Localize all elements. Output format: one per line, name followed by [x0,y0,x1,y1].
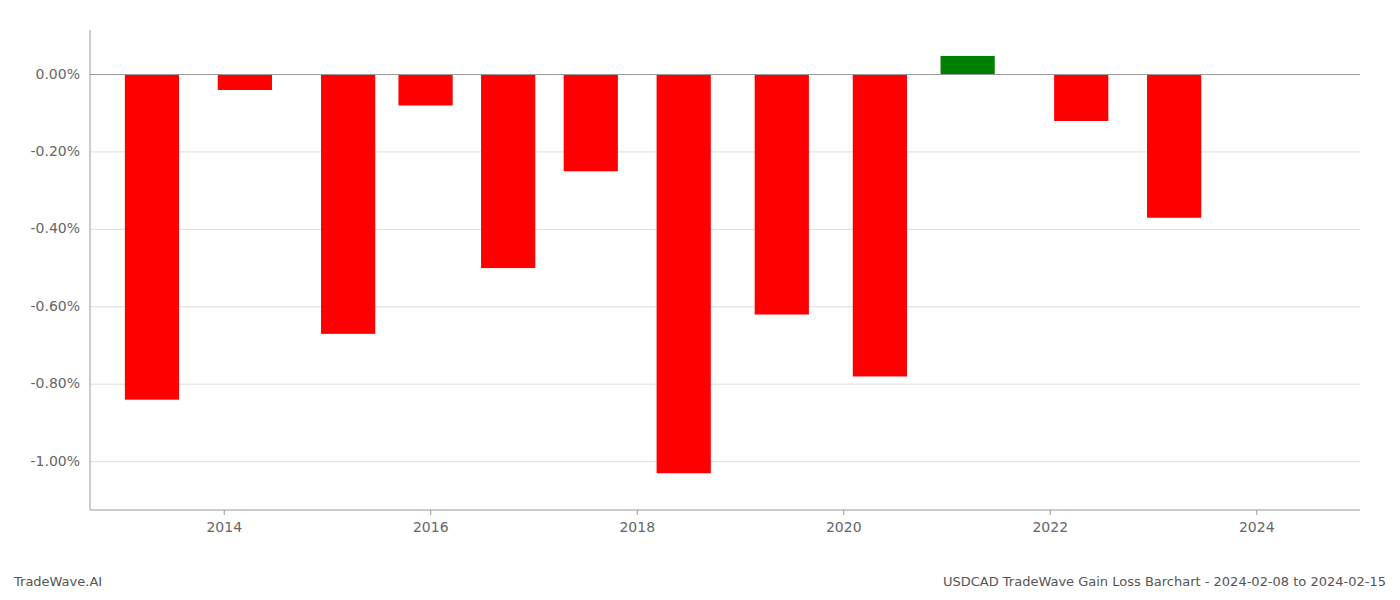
x-tick-label: 2014 [206,519,242,535]
x-tick [843,510,844,515]
y-tick-label: -0.20% [30,143,80,159]
x-tick [224,510,225,515]
x-tick [430,510,431,515]
y-tick-label: -0.80% [30,375,80,391]
bar [941,56,995,75]
x-tick-label: 2016 [413,519,449,535]
footer-text: USDCAD TradeWave Gain Loss Barchart - 20… [943,574,1386,589]
bar [657,75,711,474]
x-tick [1050,510,1051,515]
y-grid [90,75,1360,462]
bars [125,56,1201,473]
x-tick-label: 2024 [1239,519,1275,535]
bar [398,75,452,106]
grid-line [90,384,1360,385]
x-tick [1256,510,1257,515]
y-tick-label: 0.00% [36,66,80,82]
bar [1054,75,1108,121]
bar [755,75,809,315]
x-ticks: 2014 2016 2018 2020 2022 2024 [206,510,1274,535]
grid-line [90,229,1360,230]
bar [125,75,179,400]
y-tick-label: -1.00% [30,453,80,469]
y-tick-label: -0.40% [30,220,80,236]
y-tick-labels: 0.00% -0.20% -0.40% -0.60% -0.80% -1.00% [30,66,80,469]
footer-text: TradeWave.AI [13,574,102,589]
grid-line [90,74,1360,75]
bar [564,75,618,172]
x-tick-label: 2020 [826,519,862,535]
bar [1147,75,1201,218]
bar [481,75,535,269]
bar [321,75,375,334]
chart: 0.00%-0.20%-0.40%-0.60%-0.80%-1.00%20142… [0,0,1400,600]
x-axis-line [90,510,1360,511]
bar [853,75,907,377]
y-tick-label: -0.60% [30,298,80,314]
y-axis-line [90,30,91,510]
baseline [90,74,1360,75]
grid-line [90,461,1360,462]
x-tick-label: 2022 [1032,519,1068,535]
bar [218,75,272,90]
x-tick-label: 2018 [619,519,655,535]
grid-line [90,306,1360,307]
x-tick [637,510,638,515]
